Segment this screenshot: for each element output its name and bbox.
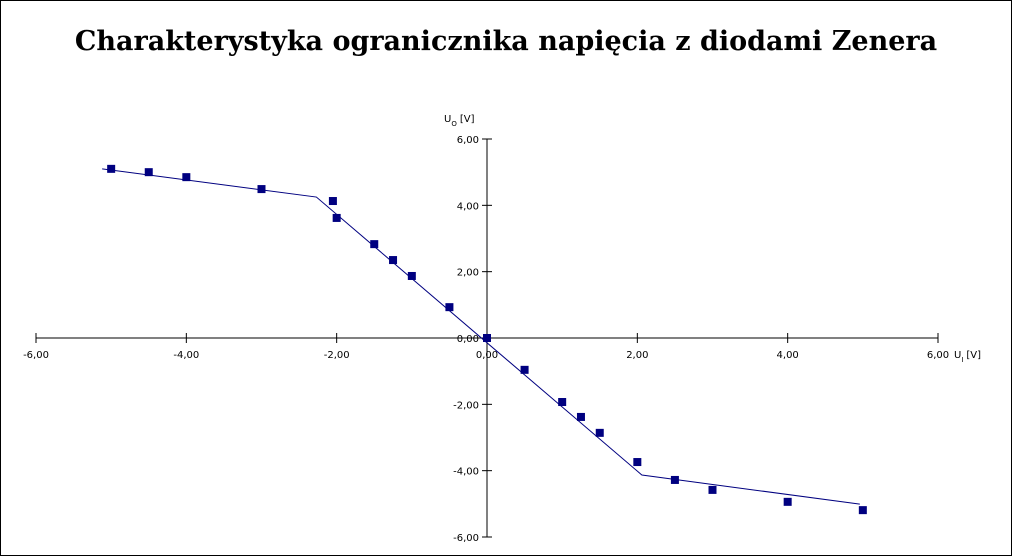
data-point bbox=[445, 303, 454, 312]
data-point bbox=[670, 475, 679, 484]
data-point bbox=[483, 334, 491, 342]
data-point bbox=[595, 428, 604, 437]
fit-line bbox=[102, 168, 860, 505]
data-point bbox=[182, 173, 191, 182]
chart-title: Charakterystyka ogranicznika napięcia z … bbox=[75, 26, 937, 57]
data-point bbox=[576, 412, 585, 421]
data-point bbox=[558, 398, 567, 407]
y-label-unit: [V] bbox=[460, 114, 475, 125]
y-tick-label: -2,00 bbox=[453, 400, 479, 411]
data-point bbox=[858, 506, 867, 515]
y-axis-label: UO [V] bbox=[444, 114, 475, 128]
y-tick-label: -6,00 bbox=[453, 533, 479, 544]
data-point bbox=[783, 497, 792, 506]
data-point bbox=[708, 485, 717, 494]
x-label-symbol: U bbox=[954, 350, 961, 361]
data-point bbox=[257, 185, 266, 194]
y-tick-label: 2,00 bbox=[457, 268, 479, 279]
y-tick-label: 4,00 bbox=[457, 201, 479, 212]
data-point bbox=[407, 271, 416, 280]
y-tick-label: -4,00 bbox=[453, 467, 479, 478]
data-point bbox=[389, 256, 398, 265]
y-tick-label: 0,00 bbox=[457, 334, 479, 345]
data-point bbox=[633, 458, 642, 467]
x-label-subscript: I bbox=[961, 356, 963, 364]
x-tick-label: -2,00 bbox=[324, 350, 350, 361]
x-label-unit: [V] bbox=[966, 350, 981, 361]
x-tick-label: -4,00 bbox=[173, 350, 199, 361]
x-tick-label: 2,00 bbox=[626, 350, 648, 361]
data-point bbox=[370, 240, 379, 249]
data-point bbox=[332, 213, 341, 222]
x-tick-label: 4,00 bbox=[777, 350, 799, 361]
x-tick-label: 6,00 bbox=[927, 350, 949, 361]
x-tick-label: 0,00 bbox=[476, 350, 498, 361]
y-label-subscript: O bbox=[451, 120, 457, 128]
data-point bbox=[328, 197, 337, 206]
x-axis-label: UI [V] bbox=[954, 350, 981, 364]
data-point bbox=[107, 164, 116, 173]
x-tick-label: -6,00 bbox=[23, 350, 49, 361]
y-label-symbol: U bbox=[444, 114, 451, 125]
data-point bbox=[144, 168, 153, 177]
data-point bbox=[520, 365, 529, 374]
y-tick-label: 6,00 bbox=[457, 135, 479, 146]
